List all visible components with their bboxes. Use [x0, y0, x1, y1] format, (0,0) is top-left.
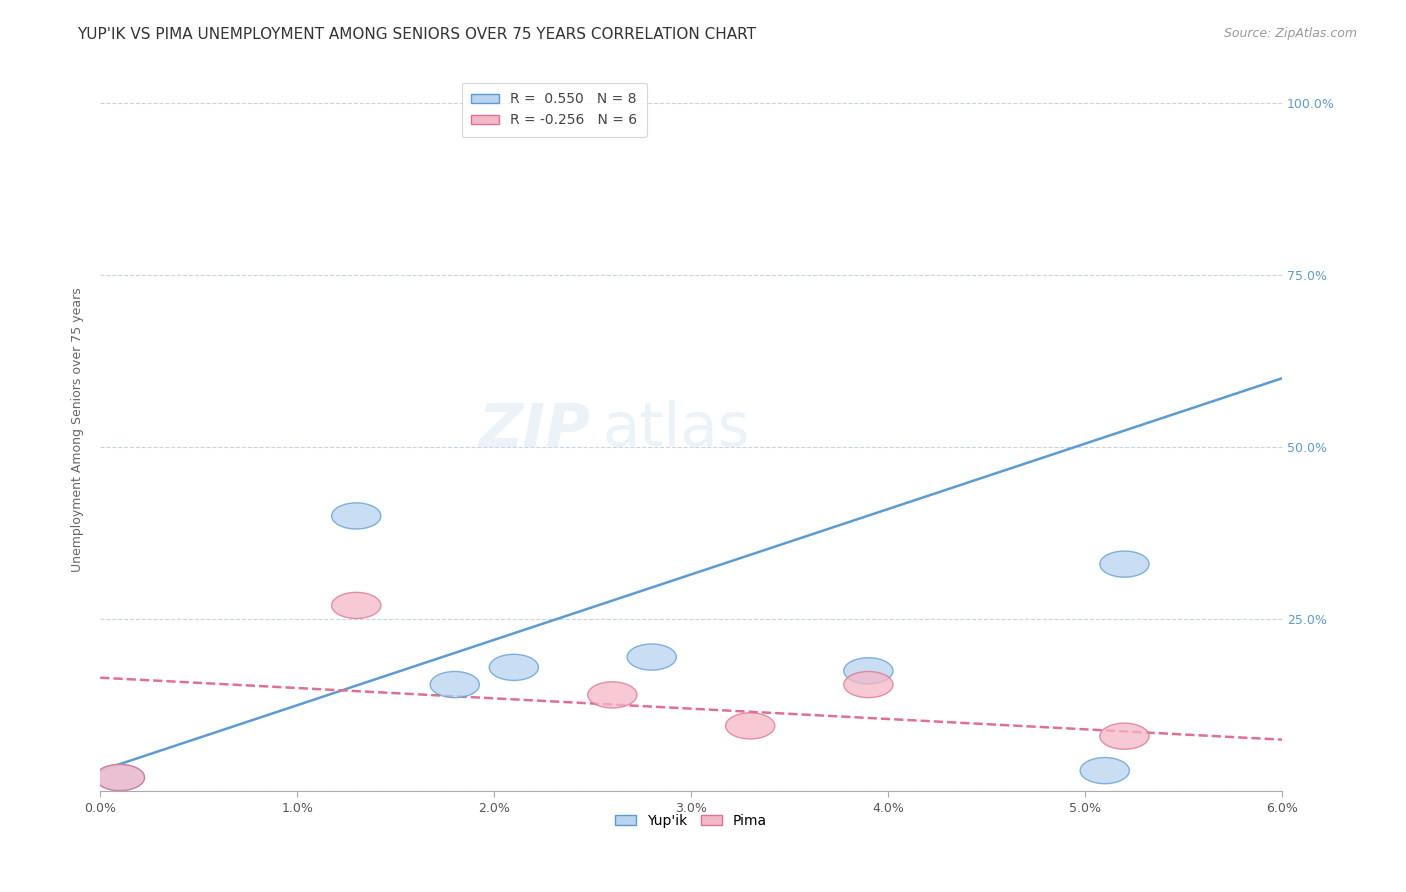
Legend: Yup'ik, Pima: Yup'ik, Pima	[609, 807, 775, 835]
Ellipse shape	[96, 764, 145, 790]
Ellipse shape	[844, 657, 893, 684]
Ellipse shape	[588, 681, 637, 708]
Ellipse shape	[725, 713, 775, 739]
Ellipse shape	[430, 672, 479, 698]
Ellipse shape	[844, 672, 893, 698]
Ellipse shape	[332, 592, 381, 618]
Text: atlas: atlas	[603, 401, 749, 459]
Ellipse shape	[1099, 723, 1149, 749]
Ellipse shape	[627, 644, 676, 670]
Text: YUP'IK VS PIMA UNEMPLOYMENT AMONG SENIORS OVER 75 YEARS CORRELATION CHART: YUP'IK VS PIMA UNEMPLOYMENT AMONG SENIOR…	[77, 27, 756, 42]
Ellipse shape	[332, 503, 381, 529]
Y-axis label: Unemployment Among Seniors over 75 years: Unemployment Among Seniors over 75 years	[72, 287, 84, 573]
Text: ZIP: ZIP	[479, 401, 591, 459]
Ellipse shape	[489, 655, 538, 681]
Ellipse shape	[1099, 551, 1149, 577]
Ellipse shape	[1080, 757, 1129, 784]
Text: Source: ZipAtlas.com: Source: ZipAtlas.com	[1223, 27, 1357, 40]
Ellipse shape	[96, 764, 145, 790]
